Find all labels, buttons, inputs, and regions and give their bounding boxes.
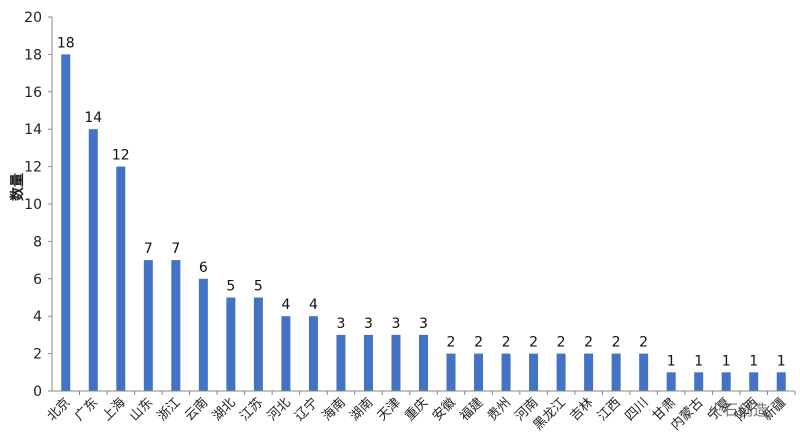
x-tick-label: 江苏 — [237, 395, 267, 425]
data-label: 1 — [694, 353, 703, 369]
bar — [611, 353, 621, 391]
bar — [749, 372, 759, 391]
bar — [88, 129, 98, 391]
bar — [721, 372, 731, 391]
x-tick-label: 云南 — [181, 395, 211, 425]
x-tick-label: 福建 — [457, 395, 486, 424]
bar — [776, 372, 786, 391]
x-tick-label: 浙江 — [155, 395, 184, 424]
y-tick-label: 14 — [24, 122, 42, 138]
bar — [61, 54, 71, 392]
bar — [336, 334, 346, 391]
watermark: 火石创造 — [708, 401, 768, 419]
data-label: 6 — [199, 260, 208, 276]
y-tick-label: 8 — [33, 234, 42, 250]
data-label: 7 — [144, 241, 153, 257]
x-tick-label: 四川 — [622, 395, 651, 424]
y-tick-label: 6 — [33, 272, 42, 288]
x-tick-label: 河北 — [265, 395, 294, 424]
x-tick-label: 山东 — [127, 395, 156, 424]
data-labels: 18 14 12 7 7 6 5 5 4 4 3 3 3 3 2 2 2 2 2 2 2 2 1 1 1 1 1 — [57, 35, 786, 369]
bar — [171, 260, 181, 391]
x-tick-label: 辽宁 — [292, 395, 322, 425]
x-tick-label: 安徽 — [430, 395, 459, 424]
bar — [474, 353, 484, 391]
x-tick-label: 天津 — [375, 395, 404, 424]
y-tick-label: 18 — [24, 47, 42, 63]
data-label: 3 — [392, 316, 401, 332]
data-label: 2 — [584, 335, 593, 351]
data-label: 18 — [57, 35, 75, 51]
bar — [556, 353, 566, 391]
data-label: 2 — [474, 335, 483, 351]
data-label: 1 — [722, 353, 731, 369]
data-label: 1 — [749, 353, 758, 369]
data-label: 3 — [419, 316, 428, 332]
x-tick-label: 湖南 — [347, 395, 377, 425]
x-tick-label: 上海 — [100, 395, 129, 424]
y-tick-label: 4 — [33, 309, 42, 325]
x-tick-label: 江西 — [595, 395, 624, 424]
bar — [198, 278, 208, 391]
x-tick-label: 重庆 — [402, 395, 432, 425]
y-tick-label: 10 — [24, 197, 42, 213]
bar — [639, 353, 649, 391]
bars — [61, 54, 786, 392]
x-tick-label: 海南 — [319, 395, 349, 425]
y-tick-label: 16 — [24, 85, 42, 101]
data-label: 14 — [84, 110, 102, 126]
data-label: 2 — [529, 335, 538, 351]
data-label: 12 — [112, 148, 130, 164]
y-tick-label: 12 — [24, 160, 42, 176]
x-tick-label: 吉林 — [567, 395, 596, 424]
data-label: 5 — [226, 279, 235, 295]
bar — [281, 316, 291, 391]
y-axis: 0 2 4 6 8 10 12 14 16 18 20 — [24, 10, 53, 400]
data-label: 2 — [612, 335, 621, 351]
bar — [143, 260, 153, 391]
data-label: 1 — [777, 353, 786, 369]
data-label: 4 — [309, 297, 318, 313]
bar — [253, 297, 263, 391]
x-tick-label: 北京 — [45, 395, 74, 424]
y-tick-label: 0 — [33, 384, 42, 400]
bar — [226, 297, 236, 391]
bar — [308, 316, 318, 391]
y-axis-label: 数量 — [9, 173, 26, 201]
x-tick-label: 湖北 — [210, 395, 239, 424]
bar — [694, 372, 704, 391]
data-label: 2 — [502, 335, 511, 351]
bar — [391, 334, 401, 391]
data-label: 5 — [254, 279, 263, 295]
y-tick-label: 2 — [33, 347, 42, 363]
bar — [446, 353, 456, 391]
y-tick-label: 20 — [24, 10, 42, 26]
data-label: 3 — [336, 316, 345, 332]
bar — [501, 353, 511, 391]
data-label: 2 — [447, 335, 456, 351]
data-label: 2 — [557, 335, 566, 351]
x-tick-label: 广东 — [72, 395, 101, 424]
data-label: 7 — [171, 241, 180, 257]
bar — [363, 334, 373, 391]
bar — [529, 353, 539, 391]
data-label: 4 — [281, 297, 290, 313]
x-axis: 北京广东上海山东浙江云南湖北江苏河北辽宁海南湖南天津重庆安徽福建贵州河南黑龙江吉… — [45, 390, 796, 433]
bar — [419, 334, 428, 391]
data-label: 3 — [364, 316, 373, 332]
data-label: 2 — [639, 335, 648, 351]
data-label: 1 — [667, 353, 676, 369]
bar — [666, 372, 676, 391]
bar — [116, 166, 126, 391]
bar — [584, 353, 594, 391]
x-tick-label: 贵州 — [485, 395, 514, 424]
